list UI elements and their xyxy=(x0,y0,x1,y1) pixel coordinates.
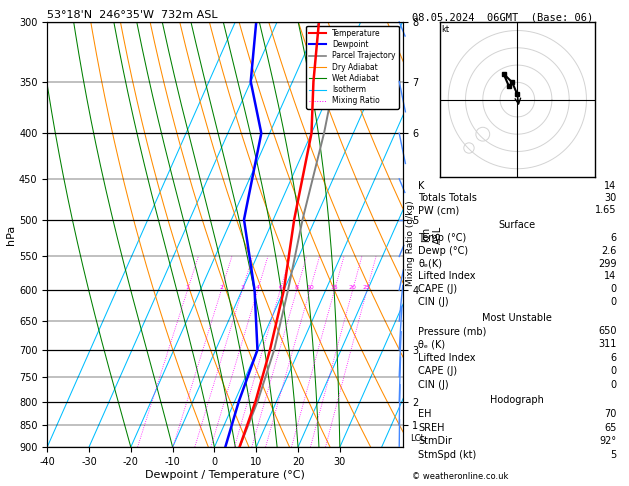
Text: 30: 30 xyxy=(604,193,616,203)
Text: 0: 0 xyxy=(610,380,616,390)
Text: Mixing Ratio (g/kg): Mixing Ratio (g/kg) xyxy=(406,200,415,286)
Text: Pressure (mb): Pressure (mb) xyxy=(418,326,487,336)
Y-axis label: hPa: hPa xyxy=(6,225,16,244)
Text: 10: 10 xyxy=(306,285,314,290)
Text: Surface: Surface xyxy=(499,220,536,230)
Text: PW (cm): PW (cm) xyxy=(418,205,460,215)
Text: SREH: SREH xyxy=(418,423,445,433)
Text: CAPE (J): CAPE (J) xyxy=(418,284,457,295)
Text: 65: 65 xyxy=(604,423,616,433)
Text: CAPE (J): CAPE (J) xyxy=(418,366,457,376)
Text: EH: EH xyxy=(418,409,432,419)
Text: CIN (J): CIN (J) xyxy=(418,380,449,390)
Text: 20: 20 xyxy=(348,285,357,290)
Text: 14: 14 xyxy=(604,181,616,191)
Text: 0: 0 xyxy=(610,366,616,376)
X-axis label: Dewpoint / Temperature (°C): Dewpoint / Temperature (°C) xyxy=(145,469,305,480)
Text: Most Unstable: Most Unstable xyxy=(482,312,552,323)
Text: 53°18'N  246°35'W  732m ASL: 53°18'N 246°35'W 732m ASL xyxy=(47,10,218,20)
Text: 15: 15 xyxy=(331,285,338,290)
Text: 6: 6 xyxy=(610,233,616,243)
Text: LCL: LCL xyxy=(409,434,425,443)
Text: 14: 14 xyxy=(604,272,616,281)
Text: 0: 0 xyxy=(610,284,616,295)
Text: 6: 6 xyxy=(610,353,616,363)
Text: θₑ(K): θₑ(K) xyxy=(418,259,442,269)
Text: StmDir: StmDir xyxy=(418,436,452,446)
Text: 2.6: 2.6 xyxy=(601,246,616,256)
Text: Temp (°C): Temp (°C) xyxy=(418,233,467,243)
Text: 25: 25 xyxy=(363,285,371,290)
Text: © weatheronline.co.uk: © weatheronline.co.uk xyxy=(412,472,508,481)
Text: 1: 1 xyxy=(186,285,189,290)
Text: 299: 299 xyxy=(598,259,616,269)
Text: 8: 8 xyxy=(295,285,299,290)
Legend: Temperature, Dewpoint, Parcel Trajectory, Dry Adiabat, Wet Adiabat, Isotherm, Mi: Temperature, Dewpoint, Parcel Trajectory… xyxy=(306,26,399,108)
Text: 1.65: 1.65 xyxy=(595,205,616,215)
Text: K: K xyxy=(418,181,425,191)
Text: 2: 2 xyxy=(220,285,223,290)
Text: Lifted Index: Lifted Index xyxy=(418,353,476,363)
Text: Lifted Index: Lifted Index xyxy=(418,272,476,281)
Text: StmSpd (kt): StmSpd (kt) xyxy=(418,450,477,460)
Text: CIN (J): CIN (J) xyxy=(418,297,449,307)
Text: 0: 0 xyxy=(610,297,616,307)
Text: 70: 70 xyxy=(604,409,616,419)
Y-axis label: km
ASL: km ASL xyxy=(421,226,443,243)
Text: 6: 6 xyxy=(278,285,282,290)
Text: Totals Totals: Totals Totals xyxy=(418,193,477,203)
Text: 4: 4 xyxy=(255,285,260,290)
Text: 311: 311 xyxy=(598,339,616,349)
Text: kt: kt xyxy=(442,25,450,35)
Text: 5: 5 xyxy=(610,450,616,460)
Text: Hodograph: Hodograph xyxy=(491,396,544,405)
Text: 650: 650 xyxy=(598,326,616,336)
Text: 3: 3 xyxy=(240,285,244,290)
Text: 92°: 92° xyxy=(599,436,616,446)
Text: θₑ (K): θₑ (K) xyxy=(418,339,445,349)
Text: 08.05.2024  06GMT  (Base: 06): 08.05.2024 06GMT (Base: 06) xyxy=(412,12,593,22)
Text: Dewp (°C): Dewp (°C) xyxy=(418,246,469,256)
